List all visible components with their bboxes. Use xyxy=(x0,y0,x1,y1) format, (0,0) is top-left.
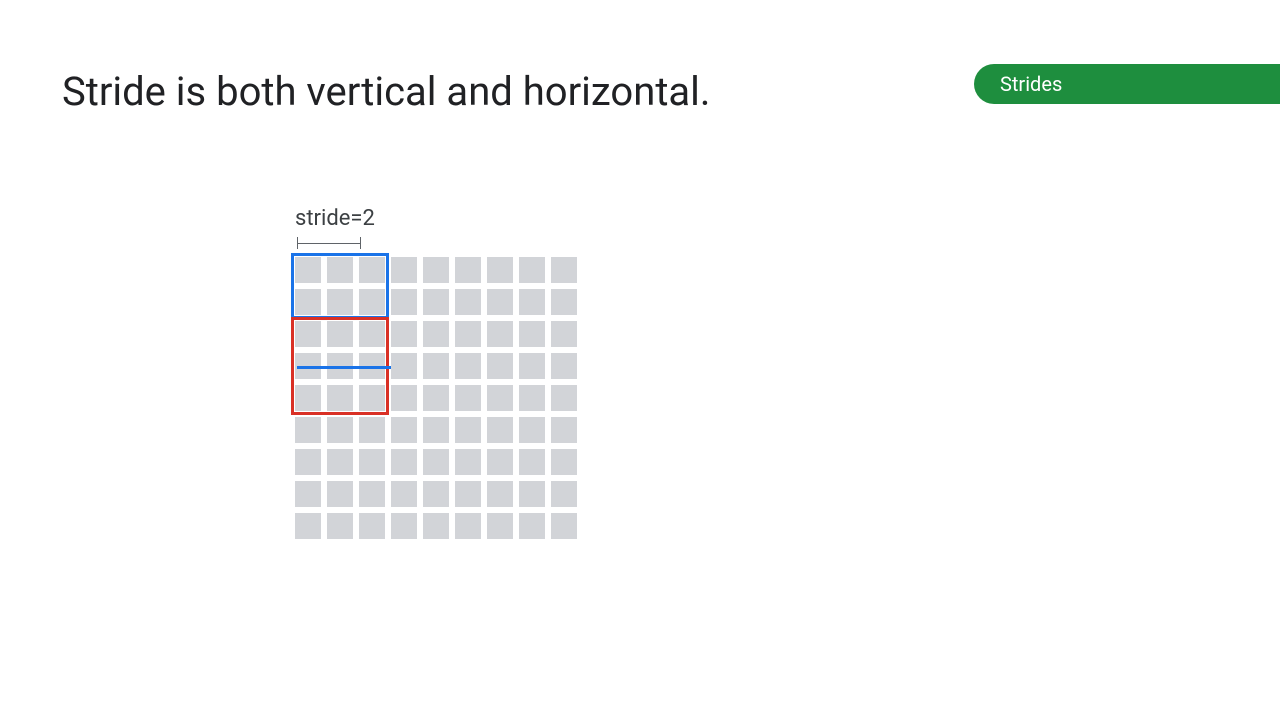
grid-cell xyxy=(487,481,513,507)
grid-cell xyxy=(391,481,417,507)
grid-cell xyxy=(295,321,321,347)
grid-cell xyxy=(551,513,577,539)
grid-cell xyxy=(327,289,353,315)
grid-cell xyxy=(519,417,545,443)
grid-cell xyxy=(359,481,385,507)
grid-cell xyxy=(327,353,353,379)
grid-cell xyxy=(519,257,545,283)
grid-cell xyxy=(519,321,545,347)
grid-cell xyxy=(391,257,417,283)
grid-cell xyxy=(295,385,321,411)
grid-cell xyxy=(295,289,321,315)
grid-cell xyxy=(423,353,449,379)
grid-cell xyxy=(455,257,481,283)
grid-cell xyxy=(327,385,353,411)
grid-cell xyxy=(519,385,545,411)
grid-cell xyxy=(487,417,513,443)
grid-cell xyxy=(423,321,449,347)
grid-cell xyxy=(423,513,449,539)
grid-cell xyxy=(487,353,513,379)
grid-cell xyxy=(295,257,321,283)
grid-cell xyxy=(327,321,353,347)
grid-cell xyxy=(455,513,481,539)
grid-cell xyxy=(455,321,481,347)
grid-cell xyxy=(519,289,545,315)
grid-cell xyxy=(391,449,417,475)
grid-cell xyxy=(551,481,577,507)
stride-label: stride=2 xyxy=(295,206,695,231)
grid-cell xyxy=(295,353,321,379)
pixel-grid xyxy=(295,257,695,539)
grid-cell xyxy=(391,513,417,539)
grid-cell xyxy=(487,289,513,315)
grid-cell xyxy=(295,417,321,443)
grid-cell xyxy=(391,417,417,443)
grid-cell xyxy=(455,289,481,315)
grid-cell xyxy=(359,321,385,347)
grid-cell xyxy=(359,385,385,411)
grid-cell xyxy=(327,257,353,283)
grid-cell xyxy=(519,513,545,539)
bracket-line xyxy=(297,243,361,244)
grid-cell xyxy=(359,257,385,283)
grid-cell xyxy=(295,513,321,539)
grid-cell xyxy=(487,513,513,539)
grid-cell xyxy=(487,449,513,475)
stride-bracket xyxy=(297,237,361,251)
grid-cell xyxy=(487,257,513,283)
grid-cell xyxy=(391,353,417,379)
grid-cell xyxy=(551,321,577,347)
grid-cell xyxy=(551,257,577,283)
grid-cell xyxy=(391,385,417,411)
bracket-tick xyxy=(360,237,361,249)
stride-diagram: stride=2 xyxy=(295,206,695,539)
grid-cell xyxy=(359,417,385,443)
grid-cell xyxy=(327,513,353,539)
page-title: Stride is both vertical and horizontal. xyxy=(62,68,710,115)
grid-cell xyxy=(519,353,545,379)
grid-cell xyxy=(327,417,353,443)
grid-cell xyxy=(455,481,481,507)
grid-cell xyxy=(423,449,449,475)
grid-cell xyxy=(391,289,417,315)
grid-cell xyxy=(295,481,321,507)
grid-cell xyxy=(487,385,513,411)
grid-cell xyxy=(551,353,577,379)
grid-cell xyxy=(327,449,353,475)
grid-cell xyxy=(423,417,449,443)
grid-cell xyxy=(359,513,385,539)
grid-cell xyxy=(327,481,353,507)
grid-cell xyxy=(391,321,417,347)
grid-cell xyxy=(519,481,545,507)
grid-cell xyxy=(359,353,385,379)
topic-pill-label: Strides xyxy=(1000,72,1062,96)
grid-cell xyxy=(423,257,449,283)
grid-cell xyxy=(487,321,513,347)
topic-pill: Strides xyxy=(974,64,1280,104)
grid-cell xyxy=(455,449,481,475)
grid-cell xyxy=(551,449,577,475)
grid-cell xyxy=(359,449,385,475)
grid-cell xyxy=(295,449,321,475)
grid-cell xyxy=(551,417,577,443)
grid-cell xyxy=(423,385,449,411)
grid-cell xyxy=(423,481,449,507)
grid-cell xyxy=(423,289,449,315)
grid-cell xyxy=(455,417,481,443)
grid-cell xyxy=(551,385,577,411)
grid-cell xyxy=(455,385,481,411)
grid-cell xyxy=(359,289,385,315)
grid-wrap xyxy=(295,257,695,539)
grid-cell xyxy=(551,289,577,315)
grid-cell xyxy=(455,353,481,379)
grid-cell xyxy=(519,449,545,475)
